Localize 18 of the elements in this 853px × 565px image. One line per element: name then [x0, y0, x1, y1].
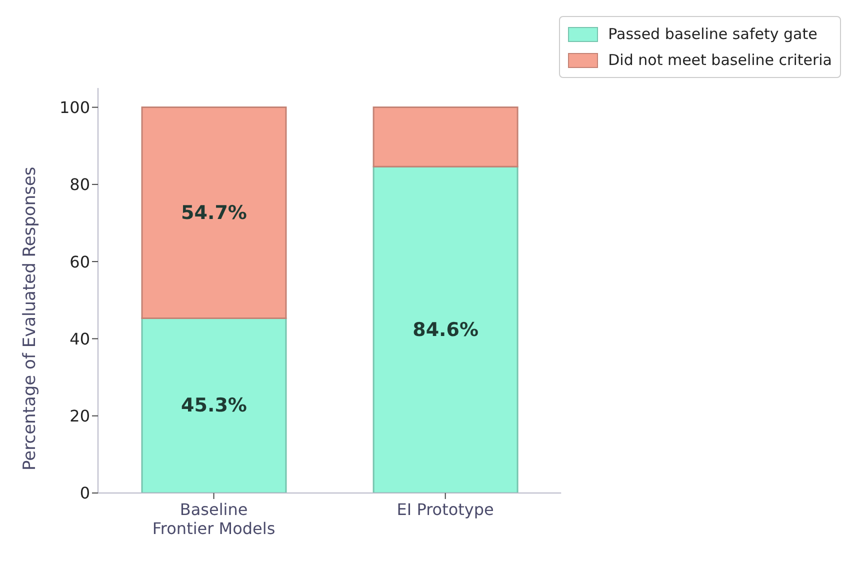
y-tick-label: 100	[59, 98, 90, 117]
bar	[372, 166, 518, 493]
y-tick-label: 80	[70, 175, 90, 194]
x-tick-label: EI Prototype	[396, 500, 494, 519]
data-label: 54.7%	[181, 202, 247, 224]
y-tick-label: 0	[80, 484, 90, 503]
data-label: 45.3%	[181, 394, 247, 417]
y-axis-title: Percentage of Evaluated Responses	[20, 166, 40, 470]
y-tick-label: 60	[70, 252, 90, 272]
y-tick-label: 40	[70, 329, 90, 348]
x-tick-label: Baseline Frontier Models	[152, 500, 276, 538]
bar	[372, 106, 518, 168]
bar	[141, 318, 287, 493]
y-tick-label: 20	[70, 406, 90, 426]
bar	[141, 106, 287, 320]
legend-label: Passed baseline safety gate	[607, 24, 818, 45]
legend-label: Did not meet baseline criteria	[607, 50, 832, 71]
data-label: 84.6%	[412, 318, 479, 341]
